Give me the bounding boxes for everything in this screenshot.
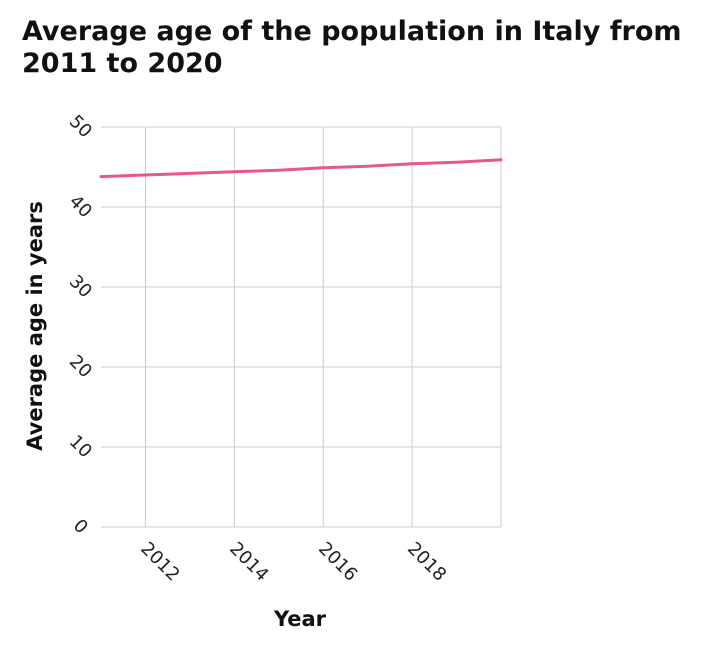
x-tick-labels: 2012 2014 2016 2018 bbox=[136, 538, 450, 585]
y-tick-label: 40 bbox=[65, 191, 96, 222]
y-tick-label: 10 bbox=[65, 431, 96, 462]
y-tick-labels: 0 10 20 30 40 50 bbox=[65, 111, 96, 538]
x-tick-label: 2016 bbox=[314, 538, 361, 585]
plot-frame bbox=[500, 127, 502, 527]
y-tick-label: 20 bbox=[65, 351, 96, 382]
y-tick-label: 0 bbox=[69, 515, 92, 538]
y-tick-label: 30 bbox=[65, 271, 96, 302]
x-axis-label: Year bbox=[273, 607, 327, 631]
y-tick-label: 50 bbox=[65, 111, 96, 142]
y-axis-label: Average age in years bbox=[23, 201, 47, 451]
x-tick-label: 2018 bbox=[403, 538, 450, 585]
chart-title: Average age of the population in Italy f… bbox=[22, 16, 682, 79]
x-tick-label: 2012 bbox=[136, 538, 183, 585]
series-line bbox=[99, 158, 503, 179]
grid-lines bbox=[101, 126, 501, 528]
series-layer bbox=[99, 158, 503, 179]
x-tick-label: 2014 bbox=[225, 538, 272, 585]
